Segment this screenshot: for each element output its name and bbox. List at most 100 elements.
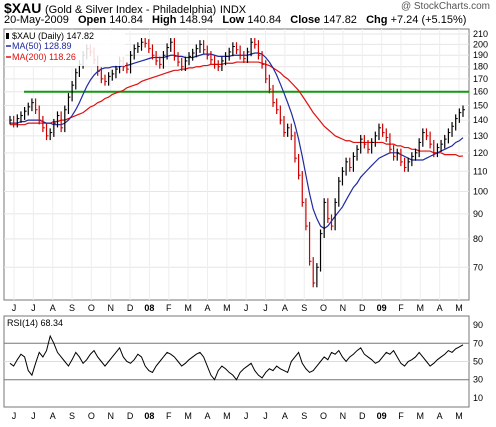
legend-price-swatch <box>6 33 9 39</box>
x-tick-label-bottom: N <box>107 411 114 421</box>
high-value: 148.94 <box>179 14 214 26</box>
price-y-tick: 70 <box>473 262 483 272</box>
legend-price-label: $XAU (Daily) 147.82 <box>12 31 94 41</box>
price-y-tick: 140 <box>473 115 488 125</box>
x-tick-label-bottom: D <box>127 411 134 421</box>
x-tick-label-top: S <box>301 303 307 313</box>
close-label: Close <box>290 14 321 26</box>
x-tick-label-top: D <box>127 303 134 313</box>
change-value: +7.24 (+5.15%) <box>390 14 467 26</box>
rsi-line <box>9 334 464 381</box>
x-tick-label-top: M <box>184 303 192 313</box>
x-tick-label-top: M <box>417 303 425 313</box>
quote-date: 20-May-2009 <box>4 14 69 26</box>
x-tick-label-top: A <box>204 303 210 313</box>
price-y-tick: 160 <box>473 87 488 97</box>
x-tick-label-top: F <box>398 303 404 313</box>
x-tick-label-bottom: S <box>301 411 307 421</box>
index-description: (Gold & Silver Index - Philadelphia) <box>44 4 217 16</box>
price-y-tick: 210 <box>473 29 488 39</box>
legend-ma200: MA(200) 118.26 <box>6 52 76 62</box>
x-tick-label-bottom: S <box>69 411 75 421</box>
x-axis-labels-top: J J A S O N D 08 F M A M J J A S O N D 09 F M A M <box>12 303 463 313</box>
price-y-tick: 120 <box>473 148 488 158</box>
price-y-tick: 90 <box>473 209 483 219</box>
x-tick-label-top: A <box>282 303 288 313</box>
x-tick-label-bottom: N <box>340 411 347 421</box>
x-tick-label-bottom: M <box>223 411 231 421</box>
x-tick-label-bottom: F <box>398 411 404 421</box>
price-bars <box>9 38 465 288</box>
legend-ma50: MA(50) 128.89 <box>6 41 72 51</box>
legend-ma50-label: MA(50) 128.89 <box>12 41 72 51</box>
x-tick-label-top: A <box>50 303 56 313</box>
x-tick-label-bottom: D <box>359 411 366 421</box>
x-tick-label-bottom: A <box>50 411 56 421</box>
x-tick-label-top: J <box>31 303 36 313</box>
x-tick-label-bottom: 09 <box>377 411 387 421</box>
rsi-y-tick: 10 <box>473 393 483 403</box>
price-panel <box>3 28 470 301</box>
x-tick-label-bottom: O <box>320 411 327 421</box>
x-tick-label-bottom: M <box>455 411 463 421</box>
x-tick-label-top: O <box>320 303 327 313</box>
x-tick-label-top: S <box>69 303 75 313</box>
change-label: Chg <box>366 14 388 26</box>
close-value: 147.82 <box>323 14 357 26</box>
x-tick-label-bottom: J <box>263 411 268 421</box>
x-tick-label-top: 09 <box>377 303 387 313</box>
legend-box <box>5 30 125 66</box>
x-tick-label-bottom: F <box>166 411 172 421</box>
rsi-y-tick: 70 <box>473 338 483 348</box>
price-y-axis: 70 80 90 100 110 120 130 140 150 160 170 180 1902002… <box>473 29 488 272</box>
exchange: INDX <box>219 4 247 16</box>
x-tick-label-top: M <box>223 303 231 313</box>
rsi-y-tick: 30 <box>473 375 483 385</box>
rsi-y-tick: 50 <box>473 357 483 367</box>
quote-line: 20-May-2009 Open 140.84 High 148.94 Low … <box>4 14 466 26</box>
legend-ma200-label: MA(200) 118.26 <box>12 52 76 62</box>
price-y-tick: 150 <box>473 100 488 110</box>
x-tick-label-top: F <box>166 303 172 313</box>
x-tick-label-top: O <box>88 303 95 313</box>
low-value: 140.84 <box>247 14 282 26</box>
x-tick-label-bottom: O <box>88 411 95 421</box>
x-tick-label-top: N <box>107 303 114 313</box>
x-tick-label-top: A <box>437 303 443 313</box>
symbol: $XAU <box>4 0 42 16</box>
x-tick-label-bottom: 08 <box>144 411 154 421</box>
price-y-tick: 80 <box>473 234 483 244</box>
price-y-tick: 110 <box>473 166 487 176</box>
x-tick-label-top: M <box>455 303 463 313</box>
ma200-line <box>10 61 464 158</box>
x-tick-label-bottom: M <box>417 411 425 421</box>
price-y-tick: 200 <box>473 39 488 49</box>
x-tick-label-bottom: A <box>437 411 443 421</box>
rsi-label-bg <box>5 317 73 328</box>
low-label: Low <box>222 14 245 26</box>
rsi-label: RSI(14) 68.34 <box>7 318 63 328</box>
legend-price: $XAU (Daily) 147.82 <box>6 31 94 41</box>
x-tick-label-top: J <box>244 303 249 313</box>
x-tick-label-bottom: J <box>31 411 36 421</box>
chart-title: $XAU (Gold & Silver Index - Philadelphia… <box>4 0 246 16</box>
x-tick-label-top: J <box>12 303 17 313</box>
price-y-tick: 130 <box>473 131 488 141</box>
price-y-tick: 100 <box>473 187 488 197</box>
price-y-tick: 170 <box>473 74 488 84</box>
x-tick-label-top: 08 <box>144 303 154 313</box>
x-tick-label-top: J <box>263 303 268 313</box>
price-y-tick: 180 <box>473 62 488 72</box>
rsi-y-tick: 90 <box>473 320 483 330</box>
high-label: High <box>152 14 177 26</box>
x-axis-labels-bottom: J J A S O N D 08 F M A M J J A S O N D 09 F M A M <box>12 411 463 421</box>
x-tick-label-bottom: A <box>282 411 288 421</box>
x-tick-label-bottom: A <box>204 411 210 421</box>
price-y-tick: 190 <box>473 50 488 60</box>
x-tick-label-bottom: M <box>184 411 192 421</box>
x-tick-label-top: D <box>359 303 366 313</box>
rsi-y-axis: 10 30 50 70 90 <box>473 320 483 403</box>
x-tick-label-bottom: J <box>244 411 249 421</box>
x-tick-label-bottom: J <box>12 411 17 421</box>
